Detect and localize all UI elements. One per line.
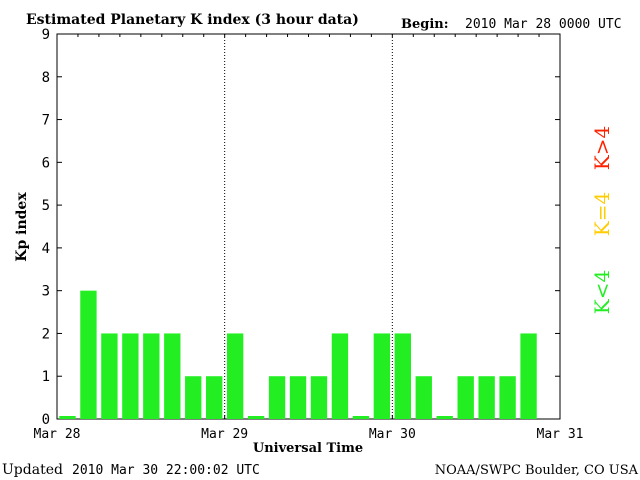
kp-bar [331,333,349,419]
legend-item: K>4 [590,126,614,170]
x-axis: Mar 28 Mar 29 Mar 30 Mar 31 [34,34,584,442]
kp-bar [122,333,139,419]
kp-bar [59,416,76,419]
kp-bar [247,416,265,419]
y-tick-label: 8 [42,70,50,86]
y-tick-label: 9 [42,27,50,43]
kp-bar [415,376,432,419]
y-tick-label: 2 [42,326,50,342]
kp-bar [164,333,181,419]
kp-bar [185,376,202,419]
y-tick-label: 4 [42,241,50,257]
y-tick-label: 0 [42,412,50,428]
y-tick-label: 1 [42,369,50,385]
legend: K<4 K=4 K>4 [590,126,614,314]
updated-label: Updated [2,462,63,478]
kp-bar [394,333,411,419]
y-tick-label: 6 [42,155,50,171]
x-tick-label: Mar 28 [34,427,81,442]
kp-bar [289,376,307,419]
kp-bar [143,333,160,419]
kp-bar [268,376,286,419]
kp-bar [499,376,516,419]
y-tick-label: 7 [42,113,50,129]
kp-bar [457,376,474,419]
y-axis-label: Kp index [14,192,30,262]
chart-title: Estimated Planetary K index (3 hour data… [26,12,359,28]
legend-item: K=4 [590,192,614,236]
kp-bar [373,333,391,419]
x-tick-label: Mar 30 [369,427,416,442]
begin-label: Begin: [401,17,449,32]
y-tick-label: 5 [42,198,50,214]
kp-bar [436,416,453,419]
begin-value: 2010 Mar 28 0000 UTC [465,17,622,32]
x-tick-label: Mar 29 [201,427,248,442]
x-axis-label: Universal Time [253,441,363,456]
kp-bar [226,333,244,419]
kp-bar [206,376,223,419]
source-credit: NOAA/SWPC Boulder, CO USA [435,463,639,478]
kp-bar [352,416,370,419]
kp-bar [310,376,328,419]
updated-value: 2010 Mar 30 22:00:02 UTC [72,463,260,478]
kp-bar [478,376,495,419]
y-axis: 0 1 2 3 4 5 6 7 8 9 [42,27,560,428]
kp-bar [80,290,97,419]
y-tick-label: 3 [42,284,50,300]
bars [59,290,537,419]
kp-bar [520,333,537,419]
kp-bar [101,333,118,419]
legend-item: K<4 [590,270,614,314]
day-separators [224,34,393,419]
x-tick-label: Mar 31 [537,427,584,442]
